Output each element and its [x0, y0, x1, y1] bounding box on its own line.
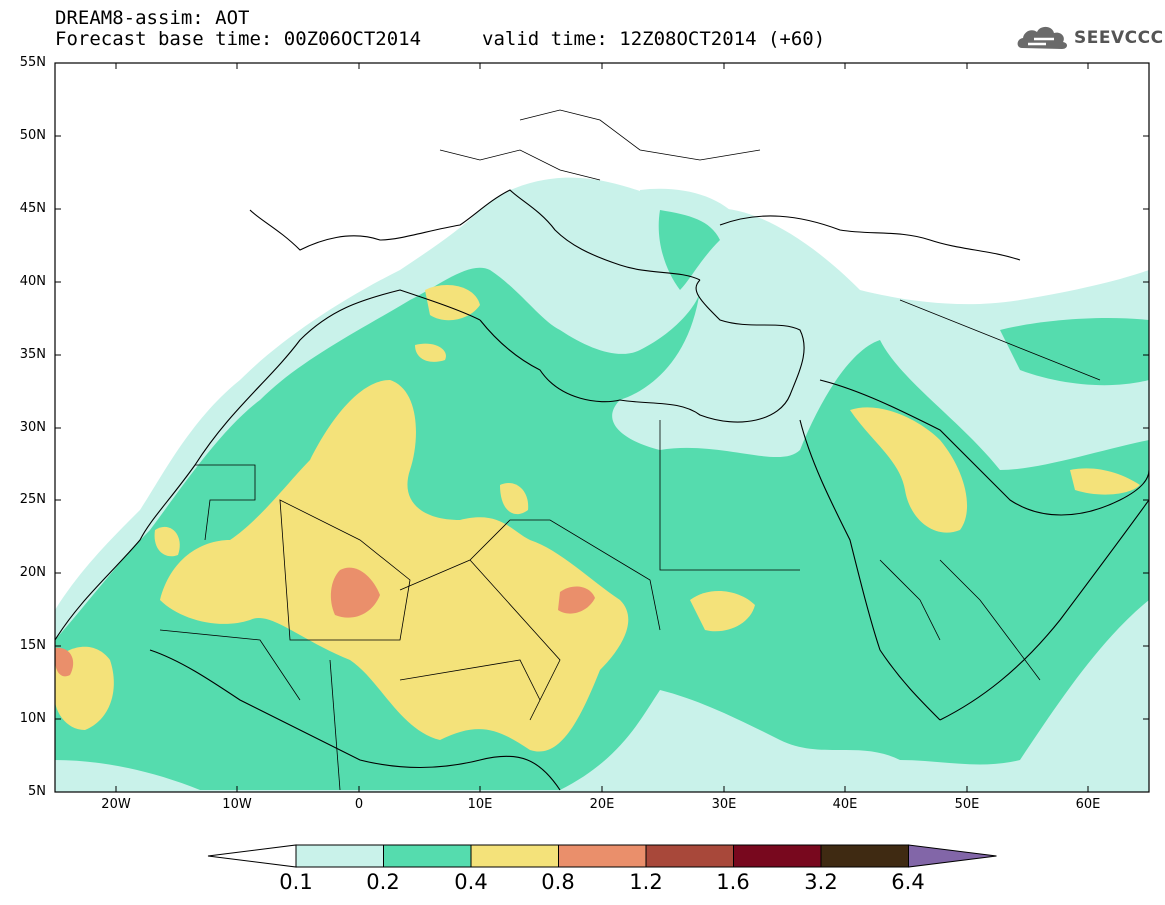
colorbar-label: 0.4: [454, 870, 488, 894]
colorbar-label: 0.8: [541, 870, 575, 894]
lat-label: 35N: [19, 347, 46, 362]
lat-label: 30N: [19, 420, 46, 435]
colorbar-label: 0.1: [279, 870, 313, 894]
lat-label: 40N: [19, 274, 46, 289]
colorbar-label: 3.2: [804, 870, 838, 894]
lon-label: 10E: [467, 797, 493, 812]
coastlines: [55, 189, 1149, 791]
colorbar-label: 1.2: [629, 870, 663, 894]
lon-label: 50E: [954, 797, 980, 812]
aot-map: [54, 62, 1150, 793]
colorbar-label: 1.6: [716, 870, 750, 894]
lat-label: 55N: [19, 55, 46, 70]
map-title: DREAM8-assim: AOT: [55, 7, 250, 29]
lat-label: 25N: [19, 492, 46, 507]
cloud-icon: [1017, 26, 1068, 49]
lon-label: 40E: [832, 797, 858, 812]
lat-label: 45N: [19, 201, 46, 216]
country-borders: [159, 109, 1101, 791]
lon-label: 20E: [589, 797, 615, 812]
axis-ticks: [55, 62, 1149, 792]
colorbar-label: 6.4: [891, 870, 925, 894]
aot-band-0.8: [55, 567, 595, 677]
lon-label: 10W: [222, 797, 252, 812]
lat-label: 20N: [19, 565, 46, 580]
valid-time: valid time: 12Z08OCT2014 (+60): [482, 28, 826, 50]
lon-label: 0: [354, 797, 364, 812]
lat-label: 50N: [19, 128, 46, 143]
lat-label: 15N: [19, 638, 46, 653]
lat-label: 5N: [28, 784, 46, 799]
lon-label: 20W: [101, 797, 131, 812]
logo-text: SEEVCCC: [1074, 28, 1164, 48]
lon-label: 30E: [711, 797, 737, 812]
forecast-base-time: Forecast base time: 00Z06OCT2014: [55, 28, 422, 50]
lat-label: 10N: [19, 711, 46, 726]
colorbar-label: 0.2: [366, 870, 400, 894]
seevccc-logo: SEEVCCC: [1016, 22, 1163, 56]
aot-band-0.2: [55, 210, 1149, 790]
lon-label: 60E: [1075, 797, 1101, 812]
